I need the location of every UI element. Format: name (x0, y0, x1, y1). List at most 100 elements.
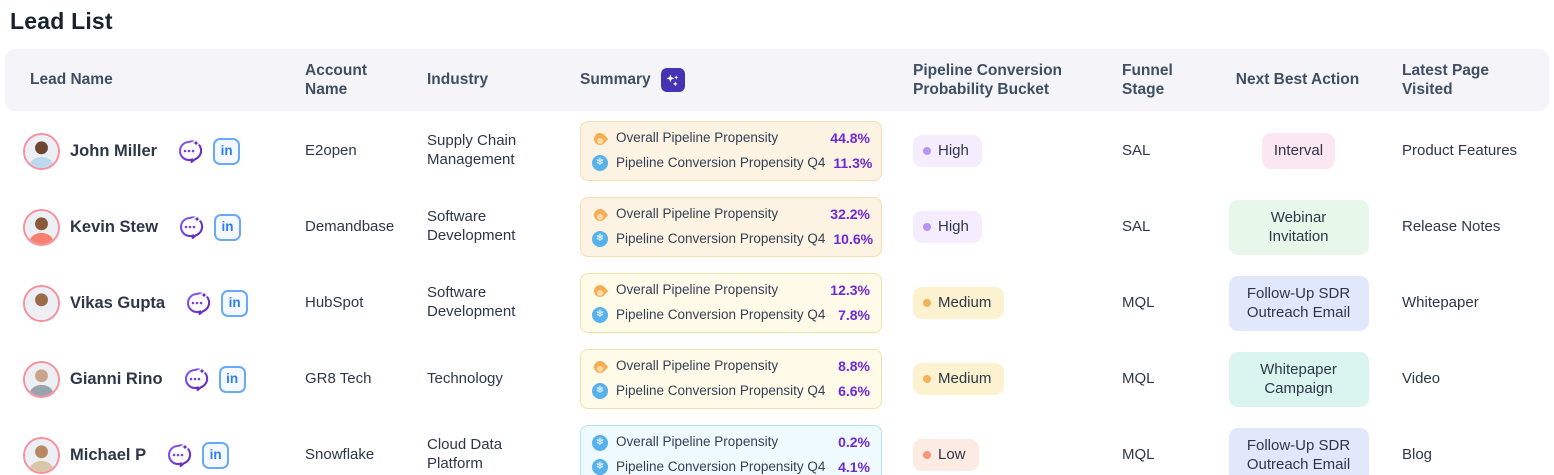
summary-line-label: Overall Pipeline Propensity (616, 130, 779, 146)
lead-name[interactable]: John Miller (70, 141, 158, 160)
column-header-latest-page: Latest Page Visited (1402, 61, 1490, 98)
snowflake-icon (592, 459, 608, 475)
summary-cell: Overall Pipeline Propensity 32.2% Pipeli… (564, 189, 889, 265)
account-name: Snowflake (305, 445, 375, 463)
summary-line-label: Overall Pipeline Propensity (616, 282, 779, 298)
funnel-stage: MQL (1122, 445, 1155, 463)
summary-line: Overall Pipeline Propensity 32.2% (592, 206, 870, 224)
account-name: HubSpot (305, 293, 364, 311)
summary-line: Pipeline Conversion Propensity Q4 6.6% (592, 383, 870, 401)
summary-line: Pipeline Conversion Propensity Q4 7.8% (592, 307, 870, 325)
action-cell: Follow-Up SDR Outreach Email (1209, 268, 1384, 339)
summary-line-label: Pipeline Conversion Propensity Q4 (616, 382, 826, 398)
summary-line-value: 32.2% (830, 206, 870, 222)
table-row[interactable]: Michael P in Snowflake Cloud Da (5, 417, 1549, 475)
ai-chat-icon[interactable] (181, 365, 209, 393)
lead-name[interactable]: Gianni Rino (70, 369, 163, 388)
summary-card: Overall Pipeline Propensity 44.8% Pipeli… (580, 121, 882, 181)
industry: Software Development (427, 208, 516, 244)
lead-name[interactable]: Vikas Gupta (70, 293, 166, 312)
linkedin-icon[interactable]: in (221, 289, 249, 317)
flame-icon (592, 283, 608, 299)
summary-line: Overall Pipeline Propensity 44.8% (592, 130, 870, 148)
summary-line-value: 4.1% (838, 458, 870, 475)
bucket-dot-icon (923, 299, 931, 307)
summary-line-value: 7.8% (838, 306, 870, 323)
summary-line-label: Pipeline Conversion Propensity Q4 (616, 154, 826, 170)
funnel-stage: SAL (1122, 141, 1151, 159)
account-name: GR8 Tech (305, 369, 372, 387)
ai-chat-icon[interactable] (175, 137, 203, 165)
ai-chat-icon[interactable] (164, 441, 192, 469)
next-best-action-badge: Follow-Up SDR Outreach Email (1228, 275, 1369, 331)
column-header-funnel-stage: Funnel Stage (1122, 61, 1173, 98)
snowflake-icon (592, 155, 608, 172)
account-name: E2open (305, 141, 357, 159)
summary-line-value: 0.2% (838, 434, 870, 450)
latest-page-visited: Video (1402, 369, 1441, 387)
sparkles-icon[interactable] (660, 68, 685, 92)
bucket-cell: Low (889, 431, 1096, 475)
bucket-cell: High (889, 203, 1096, 252)
linkedin-icon[interactable]: in (214, 213, 242, 241)
summary-line: Overall Pipeline Propensity 8.8% (592, 358, 870, 376)
next-best-action-badge: Whitepaper Campaign (1228, 351, 1369, 407)
industry: Technology (427, 369, 503, 387)
bucket-badge: High (913, 134, 982, 168)
linkedin-icon[interactable]: in (213, 137, 241, 165)
linkedin-icon[interactable]: in (202, 441, 230, 469)
summary-line-label: Overall Pipeline Propensity (616, 206, 779, 222)
ai-chat-icon[interactable] (183, 289, 211, 317)
column-header-lead-name: Lead Name (30, 71, 113, 89)
lead-cell: Kevin Stew in (5, 201, 289, 254)
column-header-industry: Industry (427, 71, 489, 89)
page-title: Lead List (10, 8, 113, 34)
funnel-stage: MQL (1122, 293, 1155, 311)
summary-line-value: 6.6% (838, 382, 870, 399)
summary-cell: Overall Pipeline Propensity 44.8% Pipeli… (564, 113, 889, 189)
snowflake-icon (592, 231, 608, 248)
bucket-dot-icon (923, 223, 931, 231)
summary-cell: Overall Pipeline Propensity 12.3% Pipeli… (564, 265, 889, 341)
column-header-summary-label: Summary (580, 71, 651, 89)
next-best-action-badge: Interval (1261, 133, 1336, 169)
column-header-summary: Summary (564, 58, 889, 102)
summary-cell: Overall Pipeline Propensity 0.2% Pipelin… (564, 417, 889, 475)
snowflake-icon (592, 434, 608, 451)
lead-name[interactable]: Michael P (70, 445, 147, 464)
lead-name[interactable]: Kevin Stew (70, 217, 159, 236)
action-cell: Follow-Up SDR Outreach Email (1209, 420, 1384, 475)
summary-line-label: Pipeline Conversion Propensity Q4 (616, 458, 826, 474)
flame-icon (592, 359, 608, 375)
column-header-next-best-action: Next Best Action (1235, 71, 1360, 89)
avatar (23, 208, 60, 246)
avatar (23, 360, 60, 398)
table-row[interactable]: Vikas Gupta in HubSpot Software (5, 265, 1549, 341)
linkedin-icon[interactable]: in (218, 365, 246, 393)
industry: Supply Chain Management (427, 132, 517, 168)
summary-line: Overall Pipeline Propensity 0.2% (592, 434, 870, 452)
bucket-badge: Medium (913, 286, 1005, 320)
summary-line: Overall Pipeline Propensity 12.3% (592, 282, 870, 300)
summary-line-label: Overall Pipeline Propensity (616, 434, 779, 450)
lead-cell: John Miller in (5, 125, 289, 178)
summary-line-value: 10.6% (833, 230, 874, 247)
table-row[interactable]: Gianni Rino in GR8 Tech Technol (5, 341, 1549, 417)
next-best-action-badge: Webinar Invitation (1228, 199, 1369, 255)
latest-page-visited: Whitepaper (1402, 293, 1479, 311)
summary-line-label: Pipeline Conversion Propensity Q4 (616, 230, 826, 246)
ai-chat-icon[interactable] (176, 213, 204, 241)
latest-page-visited: Blog (1402, 445, 1433, 463)
bucket-badge: Low (913, 438, 979, 472)
bucket-badge: High (913, 210, 982, 244)
summary-cell: Overall Pipeline Propensity 8.8% Pipelin… (564, 341, 889, 417)
summary-card: Overall Pipeline Propensity 8.8% Pipelin… (580, 349, 882, 409)
latest-page-visited: Release Notes (1402, 217, 1501, 235)
funnel-stage: MQL (1122, 369, 1155, 387)
summary-line: Pipeline Conversion Propensity Q4 11.3% (592, 154, 872, 173)
table-row[interactable]: John Miller in E2open Supply Ch (5, 113, 1549, 189)
table-row[interactable]: Kevin Stew in Demandbase Softwa (5, 189, 1549, 265)
column-header-account-name: Account Name (305, 61, 367, 98)
summary-line: Pipeline Conversion Propensity Q4 10.6% (592, 230, 874, 249)
bucket-label: High (938, 141, 969, 159)
